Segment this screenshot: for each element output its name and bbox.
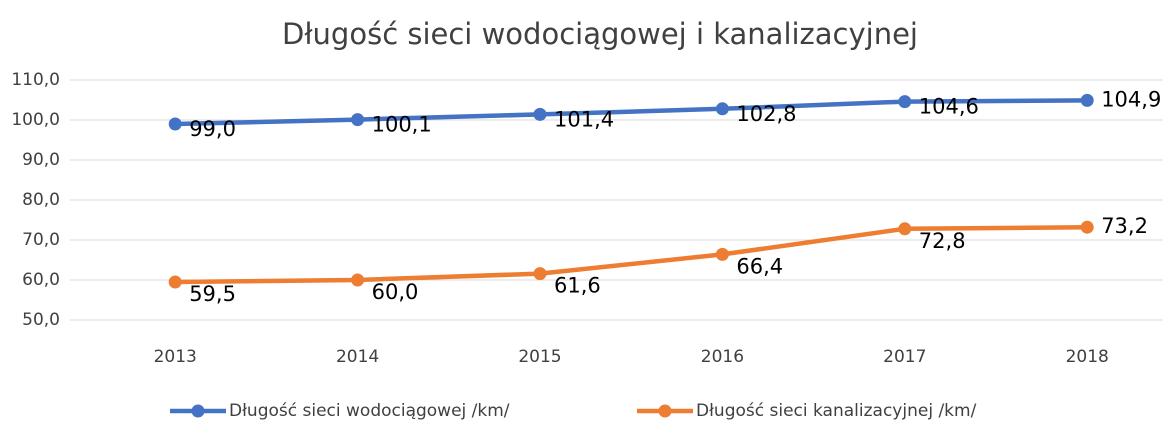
- data-label: 102,8: [736, 102, 796, 126]
- series-line: [172, 224, 1090, 285]
- data-point: [898, 222, 912, 236]
- data-point: [351, 113, 365, 127]
- data-point: [715, 102, 729, 116]
- x-tick-label: 2016: [701, 347, 744, 367]
- data-label: 60,0: [372, 280, 419, 304]
- y-tick-label: 50,0: [22, 310, 60, 330]
- data-point: [168, 275, 182, 289]
- x-tick-label: 2017: [883, 347, 926, 367]
- data-point: [351, 273, 365, 287]
- data-point: [715, 247, 729, 261]
- data-label: 66,4: [736, 254, 783, 278]
- chart-title: Długość sieci wodociągowej i kanalizacyj…: [282, 17, 918, 51]
- data-point: [168, 117, 182, 131]
- data-point: [1080, 93, 1094, 107]
- y-tick-label: 110,0: [11, 70, 60, 90]
- y-tick-label: 90,0: [22, 150, 60, 170]
- legend-label: Długość sieci wodociągowej /km/: [229, 401, 510, 421]
- data-label: 72,8: [919, 229, 966, 253]
- y-tick-label: 100,0: [11, 110, 60, 130]
- series-line: [172, 98, 1090, 127]
- legend-marker: [658, 404, 672, 418]
- data-label: 104,6: [919, 95, 979, 119]
- data-point: [533, 267, 547, 281]
- data-label: 61,6: [554, 274, 601, 298]
- data-point: [898, 95, 912, 109]
- y-tick-label: 60,0: [22, 270, 60, 290]
- y-tick-label: 80,0: [22, 190, 60, 210]
- data-label: 104,9: [1101, 87, 1161, 111]
- legend-label: Długość sieci kanalizacyjnej /km/: [696, 401, 977, 421]
- data-label: 59,5: [189, 282, 236, 306]
- y-tick-label: 70,0: [22, 230, 60, 250]
- x-tick-label: 2018: [1066, 347, 1109, 367]
- data-point: [533, 107, 547, 121]
- x-tick-label: 2013: [154, 347, 197, 367]
- data-label: 100,1: [372, 113, 432, 137]
- data-point: [1080, 220, 1094, 234]
- x-tick-label: 2015: [518, 347, 561, 367]
- data-label: 73,2: [1101, 214, 1148, 238]
- legend-marker: [191, 404, 205, 418]
- data-label: 101,4: [554, 107, 614, 131]
- data-label: 99,0: [189, 117, 236, 141]
- x-tick-label: 2014: [336, 347, 379, 367]
